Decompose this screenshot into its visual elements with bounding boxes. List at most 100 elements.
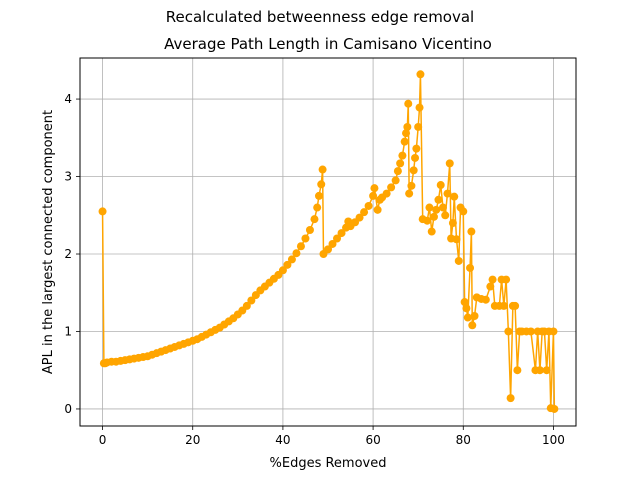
plot-frame [79, 57, 577, 427]
data-point [513, 366, 522, 375]
data-point [296, 242, 305, 251]
x-tick-label: 20 [185, 433, 200, 447]
data-point [438, 203, 447, 212]
data-point [511, 301, 520, 310]
data-point [402, 129, 411, 138]
data-point [391, 176, 400, 185]
chart-suptitle: Recalculated betweenness edge removal [166, 8, 474, 26]
x-tick-label: 40 [275, 433, 290, 447]
data-point [459, 207, 468, 216]
x-tick-label: 60 [365, 433, 380, 447]
data-point [414, 122, 423, 131]
data-point [98, 207, 107, 216]
data-point [310, 215, 319, 224]
data-point [550, 404, 559, 413]
data-point [445, 159, 454, 168]
data-point [247, 296, 256, 305]
data-point [283, 260, 292, 269]
data-point [416, 70, 425, 79]
y-tick-label: 3 [64, 170, 72, 184]
data-point [443, 189, 452, 198]
data-point [466, 263, 475, 272]
data-point [398, 151, 407, 160]
data-point [409, 166, 418, 175]
data-point [373, 205, 382, 214]
data-point [434, 195, 443, 204]
data-point [292, 249, 301, 258]
data-point [405, 189, 414, 198]
data-point [407, 181, 416, 190]
y-axis-label: APL in the largest connected component [41, 110, 56, 374]
data-point [535, 366, 544, 375]
data-point [460, 298, 469, 307]
y-tick-label: 1 [64, 324, 72, 338]
series-layer [98, 70, 559, 413]
data-point [415, 103, 424, 112]
data-point [427, 227, 436, 236]
data-point [432, 205, 441, 214]
data-point [425, 203, 434, 212]
data-point [355, 213, 364, 222]
tick-layer: 0 20 40 60 80 100 0 1 2 3 4 [64, 92, 565, 447]
data-point [470, 311, 479, 320]
data-point [502, 275, 511, 284]
y-tick-label: 4 [64, 92, 72, 106]
x-axis-label: %Edges Removed [270, 456, 387, 471]
data-point [333, 234, 342, 243]
data-point [393, 167, 402, 176]
data-point [287, 255, 296, 264]
data-point [412, 144, 421, 153]
data-point [324, 245, 332, 254]
data-point [506, 394, 515, 403]
data-point [382, 189, 391, 198]
data-point [337, 229, 346, 238]
data-point [549, 327, 558, 336]
data-point [328, 239, 337, 248]
data-point [370, 184, 379, 193]
data-point [404, 99, 413, 108]
data-point [504, 327, 513, 336]
data-point [403, 122, 412, 131]
data-point [313, 203, 322, 212]
data-point [488, 275, 497, 284]
data-point [499, 301, 508, 310]
chart-title: Average Path Length in Camisano Vicentin… [164, 35, 492, 53]
data-point [454, 256, 463, 265]
data-point [467, 227, 476, 236]
data-point [423, 216, 432, 225]
data-point [369, 191, 378, 200]
data-point [242, 301, 251, 310]
data-point [441, 211, 450, 220]
data-point [364, 201, 373, 210]
data-point [396, 159, 405, 168]
data-point [301, 234, 310, 243]
data-point [468, 321, 477, 330]
data-point [278, 266, 287, 275]
data-point [360, 208, 369, 217]
data-point [305, 225, 314, 234]
data-point [462, 304, 471, 313]
data-point [486, 282, 495, 291]
data-point [411, 153, 420, 162]
data-point [318, 165, 327, 174]
x-tick-label: 100 [542, 433, 565, 447]
data-point [542, 366, 551, 375]
x-tick-label: 80 [456, 433, 471, 447]
data-point [448, 219, 457, 228]
data-point [436, 181, 445, 190]
data-point [452, 235, 461, 244]
y-tick-label: 0 [64, 402, 72, 416]
data-point [317, 180, 326, 189]
data-point [526, 327, 535, 336]
y-tick-label: 2 [64, 247, 72, 261]
data-point [387, 183, 396, 192]
data-point [481, 295, 490, 304]
data-point [463, 313, 472, 322]
x-tick-label: 0 [99, 433, 107, 447]
data-point [314, 191, 323, 200]
data-point [450, 192, 459, 201]
data-point [429, 212, 438, 221]
